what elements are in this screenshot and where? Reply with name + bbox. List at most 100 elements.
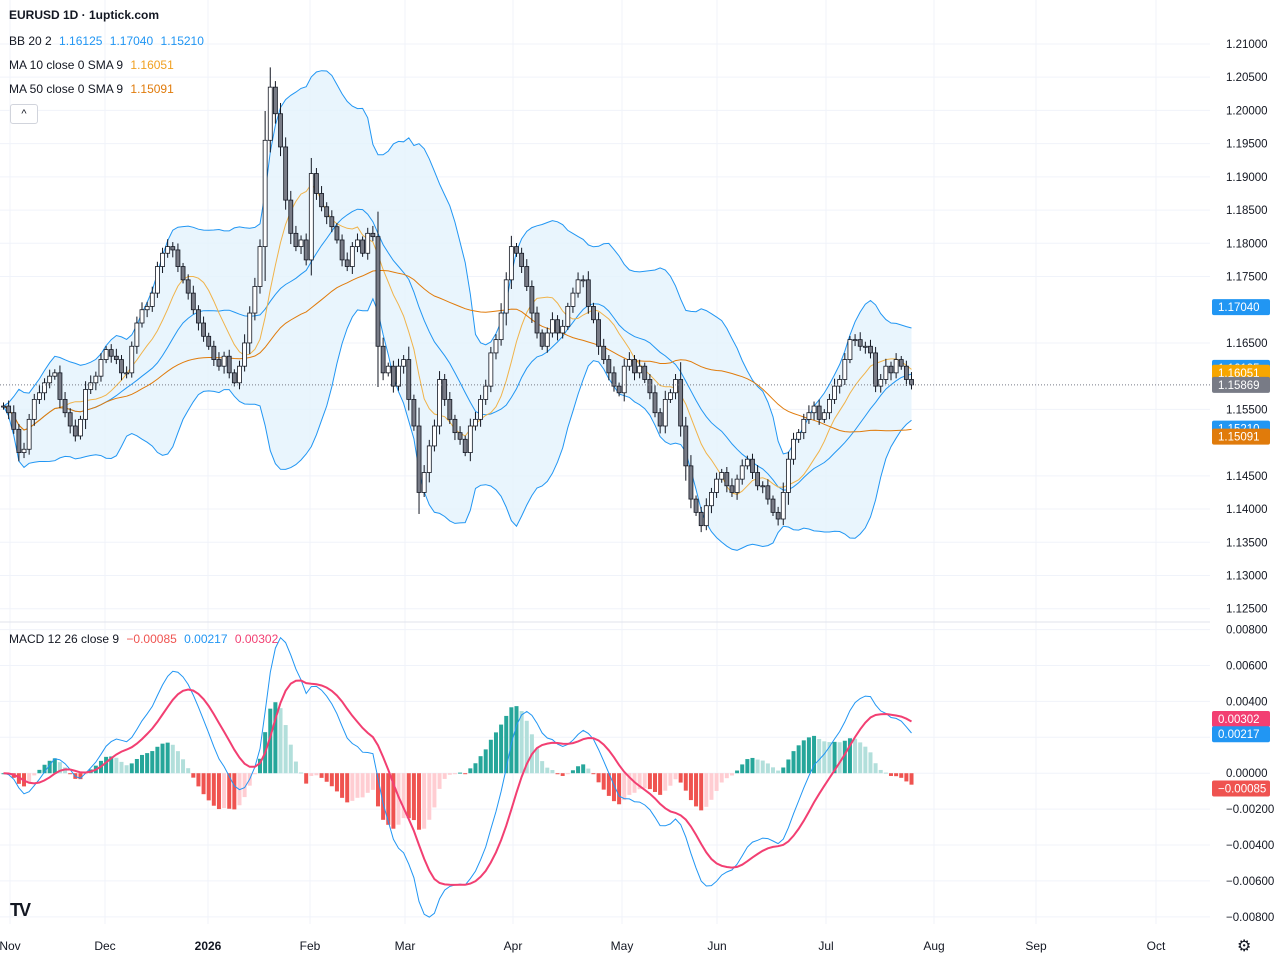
histogram-bar bbox=[622, 773, 627, 801]
histogram-bar bbox=[181, 759, 186, 774]
candle bbox=[360, 239, 366, 254]
histogram-bar bbox=[32, 773, 37, 776]
histogram-bar bbox=[206, 773, 211, 801]
histogram-bar bbox=[868, 752, 873, 774]
histogram-bar bbox=[735, 770, 740, 774]
bb-legend[interactable]: BB 20 2 1.16125 1.17040 1.15210 bbox=[9, 34, 208, 48]
histogram-bar bbox=[175, 751, 180, 774]
histogram-bar bbox=[406, 773, 411, 819]
histogram-bar bbox=[411, 773, 416, 821]
candle bbox=[416, 425, 422, 493]
price-tick-label: 1.16500 bbox=[1226, 338, 1268, 350]
candle bbox=[175, 249, 181, 267]
tag-bg bbox=[1212, 710, 1270, 727]
candle bbox=[898, 359, 904, 367]
x-tick-label: Nov bbox=[0, 939, 21, 953]
histogram-bar bbox=[391, 773, 396, 829]
histogram-bar bbox=[873, 763, 878, 774]
histogram-bar bbox=[524, 720, 529, 774]
candle bbox=[508, 246, 514, 281]
candle bbox=[909, 379, 914, 386]
macd-tick-label: −0.00600 bbox=[1226, 876, 1274, 888]
gear-icon[interactable]: ⚙ bbox=[1237, 938, 1252, 955]
price-tick-label: 1.12500 bbox=[1226, 604, 1268, 616]
histogram-bar bbox=[540, 761, 545, 774]
candle bbox=[242, 342, 248, 367]
macd-line-value: 0.00217 bbox=[184, 632, 228, 646]
histogram-bar bbox=[688, 773, 693, 801]
candle bbox=[201, 322, 206, 337]
bb-lower-line bbox=[3, 297, 912, 551]
histogram-bar bbox=[150, 751, 155, 774]
histogram-bar bbox=[47, 760, 52, 774]
candle bbox=[780, 492, 786, 520]
candle bbox=[467, 425, 473, 453]
histogram-bar bbox=[273, 702, 278, 774]
x-tick-label: Oct bbox=[1147, 939, 1166, 953]
histogram-bar bbox=[812, 735, 817, 774]
histogram-bar bbox=[334, 773, 339, 792]
histogram-bar bbox=[888, 773, 893, 776]
histogram-bar bbox=[422, 773, 427, 829]
macd-legend[interactable]: MACD 12 26 close 9 −0.00085 0.00217 0.00… bbox=[9, 632, 282, 646]
ma50-legend[interactable]: MA 50 close 0 SMA 9 1.15091 bbox=[9, 82, 178, 96]
tradingview-logo-icon[interactable]: TV bbox=[10, 900, 31, 920]
histogram-bar bbox=[381, 773, 386, 820]
candle bbox=[339, 239, 345, 261]
histogram-bar bbox=[370, 773, 375, 790]
bb-upper-value: 1.17040 bbox=[109, 34, 154, 48]
candle bbox=[750, 458, 755, 473]
histogram-bar bbox=[252, 773, 257, 775]
histogram-bar bbox=[596, 773, 601, 783]
chevron-up-icon: ^ bbox=[21, 108, 27, 120]
histogram-bar bbox=[473, 763, 478, 774]
histogram-bar bbox=[791, 751, 796, 774]
candle bbox=[334, 226, 340, 241]
ma10-legend-label: MA 10 close 0 SMA 9 bbox=[9, 58, 124, 72]
histogram-bar bbox=[386, 773, 391, 825]
x-tick-label: Jul bbox=[818, 939, 833, 953]
candle bbox=[580, 279, 586, 282]
candle bbox=[442, 379, 448, 400]
candle bbox=[211, 345, 217, 360]
candle bbox=[868, 345, 873, 354]
histogram-bar bbox=[668, 773, 673, 786]
histogram-bar bbox=[427, 773, 432, 820]
price-tick-label: 1.19000 bbox=[1226, 172, 1268, 184]
candle bbox=[488, 352, 494, 387]
candle bbox=[739, 465, 745, 480]
tag-label: 1.16051 bbox=[1218, 368, 1260, 380]
histogram-bar bbox=[591, 773, 596, 775]
candle bbox=[550, 319, 555, 334]
candle bbox=[88, 382, 94, 390]
histogram-bar bbox=[288, 744, 293, 774]
ma50-price-tag: 1.15091 bbox=[1212, 428, 1270, 445]
histogram-bar bbox=[601, 773, 606, 790]
candle bbox=[11, 412, 17, 430]
histogram-bar bbox=[37, 769, 42, 774]
candle bbox=[396, 365, 401, 387]
macd-tick-label: −0.00400 bbox=[1226, 840, 1274, 852]
histogram-bar bbox=[550, 770, 555, 774]
candle bbox=[93, 375, 99, 384]
candle bbox=[832, 385, 837, 400]
collapse-legend-button[interactable]: ^ bbox=[10, 104, 38, 124]
histogram-bar bbox=[196, 773, 201, 787]
macd-signal-value: 0.00302 bbox=[234, 632, 279, 646]
ma10-legend[interactable]: MA 10 close 0 SMA 9 1.16051 bbox=[9, 58, 178, 72]
candle bbox=[119, 359, 124, 374]
candle bbox=[344, 259, 350, 267]
histogram-bar bbox=[504, 715, 509, 774]
histogram-bar bbox=[801, 740, 806, 774]
candle bbox=[903, 365, 909, 380]
candle bbox=[457, 432, 463, 440]
candle bbox=[524, 266, 530, 287]
histogram-bar bbox=[637, 773, 642, 790]
histogram-bar bbox=[314, 773, 319, 776]
histogram-bar bbox=[535, 748, 540, 774]
histogram-bar bbox=[617, 773, 622, 805]
candle bbox=[303, 239, 309, 261]
price-tick-label: 1.14000 bbox=[1226, 504, 1268, 516]
candle bbox=[519, 252, 525, 267]
